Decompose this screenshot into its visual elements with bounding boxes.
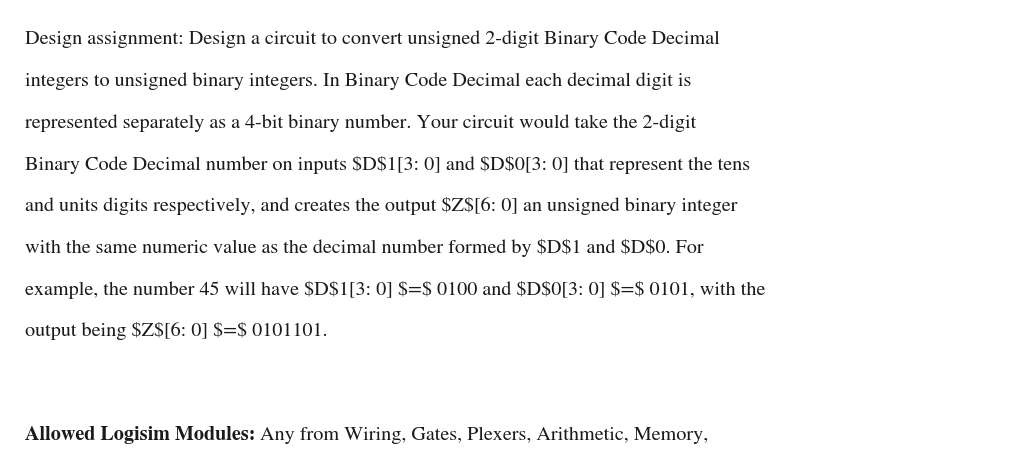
Text: output being $Z$[6: 0] $=$ 0101101.: output being $Z$[6: 0] $=$ 0101101. — [25, 322, 328, 340]
Text: Binary Code Decimal number on inputs $D$1[3: 0] and $D$0[3: 0] that represent th: Binary Code Decimal number on inputs $D$… — [25, 156, 751, 173]
Text: example, the number 45 will have $D$1[3: 0] $=$ 0100 and $D$0[3: 0] $=$ 0101, wi: example, the number 45 will have $D$1[3:… — [25, 281, 765, 299]
Text: with the same numeric value as the decimal number formed by $D$1 and $D$0. For: with the same numeric value as the decim… — [25, 239, 703, 257]
Text: Any from Wiring, Gates, Plexers, Arithmetic, Memory,: Any from Wiring, Gates, Plexers, Arithme… — [260, 426, 709, 444]
Text: integers to unsigned binary integers. In Binary Code Decimal each decimal digit : integers to unsigned binary integers. In… — [25, 72, 691, 90]
Text: represented separately as a 4-bit binary number. Your circuit would take the 2-d: represented separately as a 4-bit binary… — [25, 114, 696, 132]
Text: Design assignment: Design a circuit to convert unsigned 2-digit Binary Code Deci: Design assignment: Design a circuit to c… — [25, 30, 720, 48]
Text: Allowed Logisim Modules:: Allowed Logisim Modules: — [25, 426, 260, 444]
Text: and units digits respectively, and creates the output $Z$[6: 0] an unsigned bina: and units digits respectively, and creat… — [25, 197, 737, 215]
